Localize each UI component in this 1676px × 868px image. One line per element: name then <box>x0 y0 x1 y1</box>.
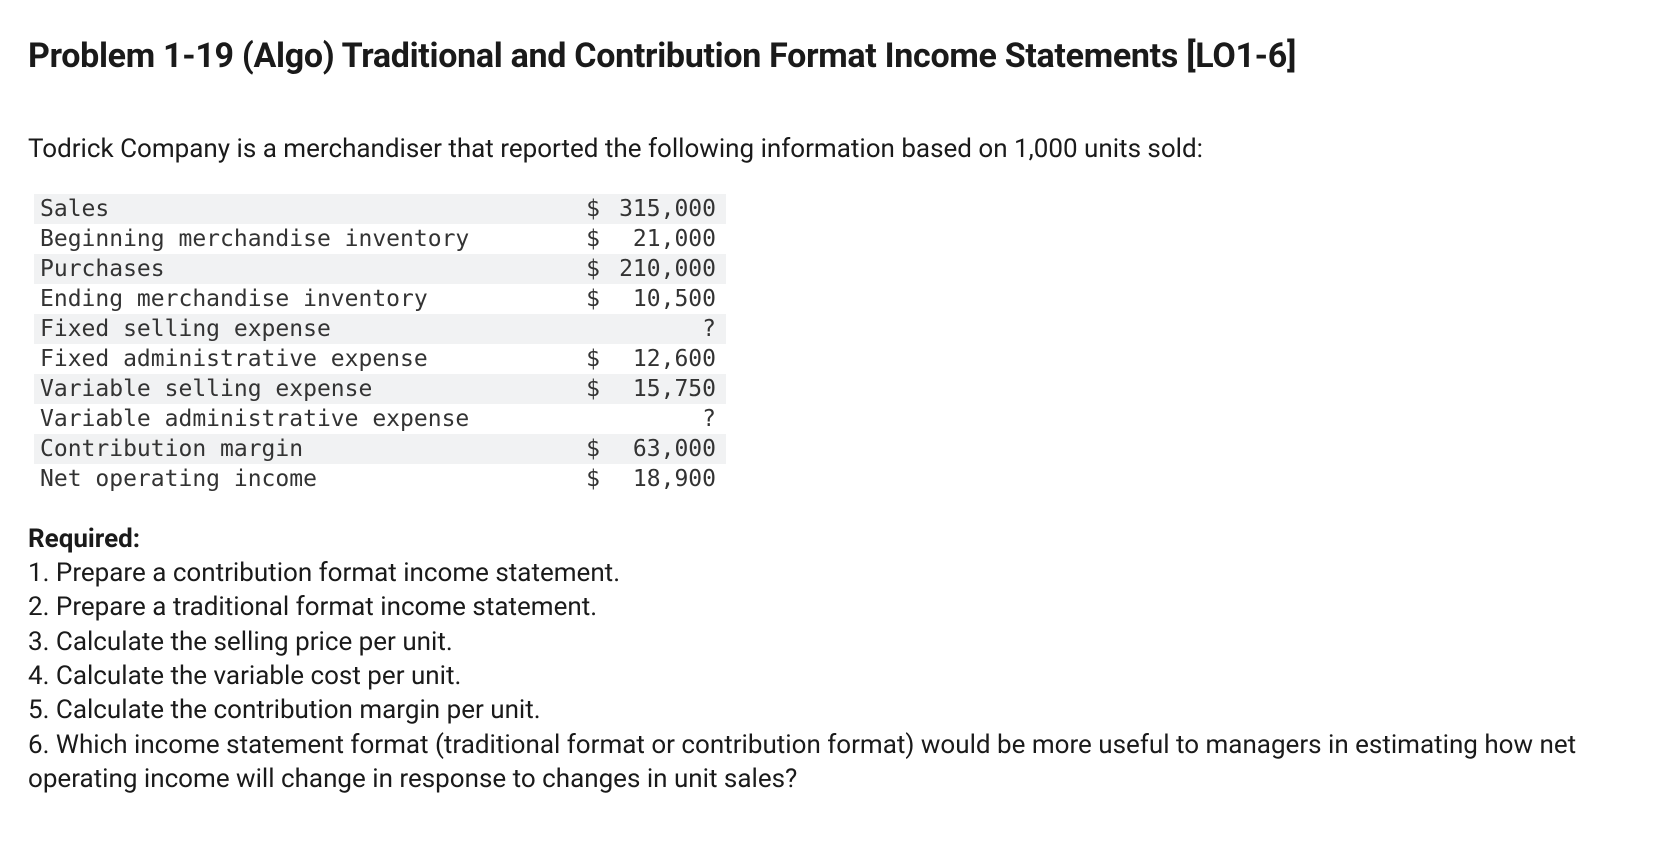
row-label: Variable selling expense <box>34 374 530 404</box>
required-list: 1. Prepare a contribution format income … <box>28 556 1648 796</box>
table-row: Fixed administrative expense$12,600 <box>34 344 726 374</box>
row-currency-symbol: $ <box>530 194 606 224</box>
table-row: Contribution margin$63,000 <box>34 434 726 464</box>
row-currency-symbol: $ <box>530 434 606 464</box>
required-item: 1. Prepare a contribution format income … <box>28 556 1648 590</box>
row-label: Purchases <box>34 254 530 284</box>
financial-data-table: Sales$315,000Beginning merchandise inven… <box>34 194 726 494</box>
required-heading: Required: <box>28 524 1648 554</box>
table-row: Beginning merchandise inventory$21,000 <box>34 224 726 254</box>
table-row: Net operating income$18,900 <box>34 464 726 494</box>
row-amount: 18,900 <box>606 464 726 494</box>
row-currency-symbol: $ <box>530 464 606 494</box>
row-label: Net operating income <box>34 464 530 494</box>
financial-data-tbody: Sales$315,000Beginning merchandise inven… <box>34 194 726 494</box>
row-currency-symbol: $ <box>530 284 606 314</box>
row-currency-symbol <box>530 404 606 434</box>
row-amount: 63,000 <box>606 434 726 464</box>
required-item: 5. Calculate the contribution margin per… <box>28 693 1648 727</box>
row-currency-symbol: $ <box>530 224 606 254</box>
row-amount: ? <box>606 404 726 434</box>
row-label: Contribution margin <box>34 434 530 464</box>
row-currency-symbol: $ <box>530 254 606 284</box>
problem-page: Problem 1-19 (Algo) Traditional and Cont… <box>0 0 1676 832</box>
row-label: Beginning merchandise inventory <box>34 224 530 254</box>
row-amount: 12,600 <box>606 344 726 374</box>
problem-intro: Todrick Company is a merchandiser that r… <box>28 134 1648 164</box>
row-currency-symbol: $ <box>530 374 606 404</box>
problem-title: Problem 1-19 (Algo) Traditional and Cont… <box>28 36 1648 76</box>
table-row: Sales$315,000 <box>34 194 726 224</box>
required-item: 3. Calculate the selling price per unit. <box>28 625 1648 659</box>
row-amount: 10,500 <box>606 284 726 314</box>
row-amount: 21,000 <box>606 224 726 254</box>
row-amount: ? <box>606 314 726 344</box>
row-amount: 315,000 <box>606 194 726 224</box>
row-label: Variable administrative expense <box>34 404 530 434</box>
row-label: Fixed administrative expense <box>34 344 530 374</box>
required-item: 2. Prepare a traditional format income s… <box>28 590 1648 624</box>
table-row: Ending merchandise inventory$10,500 <box>34 284 726 314</box>
required-item: 4. Calculate the variable cost per unit. <box>28 659 1648 693</box>
row-label: Fixed selling expense <box>34 314 530 344</box>
table-row: Fixed selling expense? <box>34 314 726 344</box>
row-label: Ending merchandise inventory <box>34 284 530 314</box>
required-item: 6. Which income statement format (tradit… <box>28 728 1648 797</box>
row-currency-symbol <box>530 314 606 344</box>
row-label: Sales <box>34 194 530 224</box>
table-row: Variable administrative expense? <box>34 404 726 434</box>
table-row: Variable selling expense$15,750 <box>34 374 726 404</box>
row-currency-symbol: $ <box>530 344 606 374</box>
row-amount: 210,000 <box>606 254 726 284</box>
row-amount: 15,750 <box>606 374 726 404</box>
table-row: Purchases$210,000 <box>34 254 726 284</box>
